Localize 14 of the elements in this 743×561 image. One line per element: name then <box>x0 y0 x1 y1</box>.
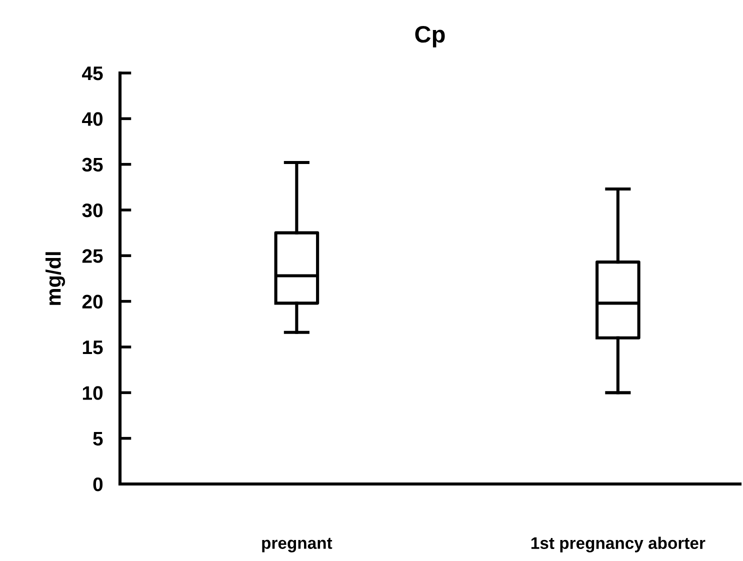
y-axis-title: mg/dl <box>46 252 66 305</box>
y-tick-label: 5 <box>93 432 103 446</box>
y-tick-label: 0 <box>93 477 103 492</box>
x-tick-label: 1st pregnancy aborter <box>531 536 706 552</box>
y-tick-label: 15 <box>82 340 103 354</box>
y-tick-label: 45 <box>82 66 103 80</box>
chart-title: Cp <box>415 26 445 48</box>
x-tick-label: pregnant <box>262 538 332 552</box>
y-tick-label: 20 <box>82 294 103 309</box>
y-tick-label: 40 <box>82 112 103 126</box>
y-tick-label: 35 <box>82 158 103 172</box>
y-tick-label: 10 <box>82 386 103 400</box>
y-tick-label: 30 <box>82 203 103 218</box>
y-tick-label: 25 <box>82 249 103 263</box>
